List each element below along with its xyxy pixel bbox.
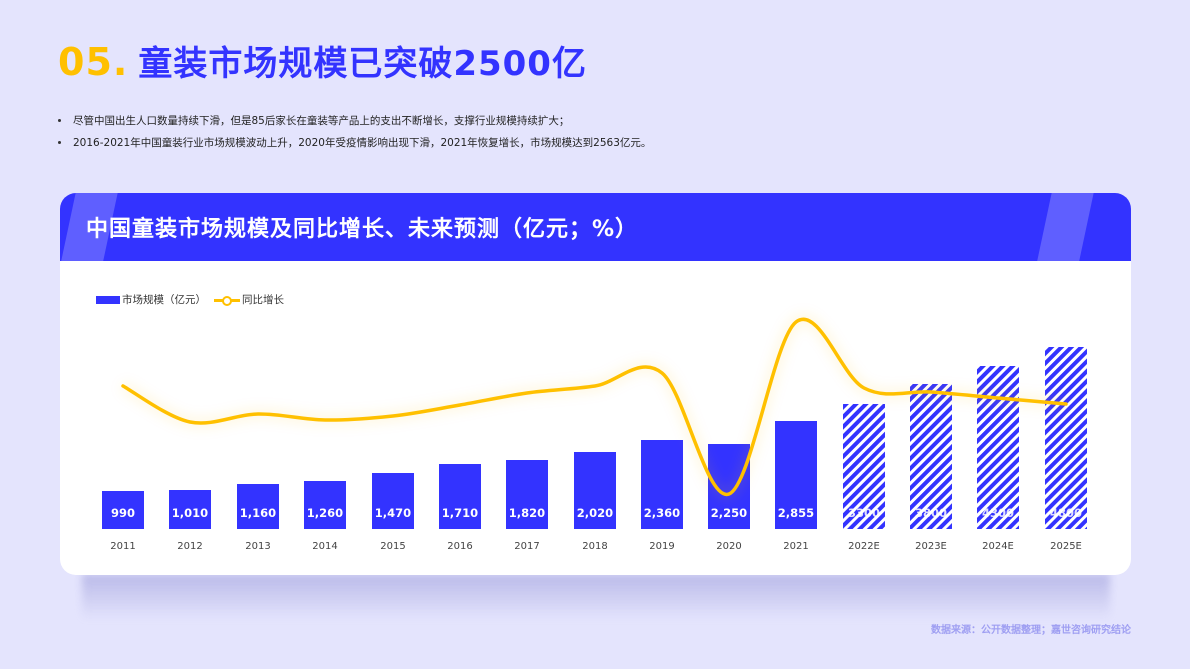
legend-bar-label: 市场规模（亿元） bbox=[122, 294, 206, 306]
chart-legend: 市场规模（亿元） 同比增长 bbox=[96, 292, 284, 307]
x-axis-tick-labels: 2011 2012 2013 2014 2015 2016 2017 2018 2019 2020… bbox=[110, 541, 1082, 552]
bar-value-label: 2,020 bbox=[577, 506, 613, 520]
bullet-item: 2016-2021年中国童装行业市场规模波动上升，2020年受疫情影响出现下滑，… bbox=[58, 131, 651, 153]
bar bbox=[237, 484, 279, 529]
bullet-item: 尽管中国出生人口数量持续下滑，但是85后家长在童装等产品上的支出不断增长，支撑行… bbox=[58, 109, 651, 131]
x-tick-label: 2012 bbox=[177, 541, 202, 552]
x-tick-label: 2016 bbox=[447, 541, 472, 552]
x-tick-label: 2025E bbox=[1050, 541, 1082, 552]
forecast-bar bbox=[910, 384, 952, 529]
bar bbox=[372, 473, 414, 529]
legend-bar-swatch-icon bbox=[96, 295, 120, 304]
bar-value-label: 1,160 bbox=[240, 506, 276, 520]
bar-value-label: 1,010 bbox=[172, 506, 208, 520]
bar-value-label: 2,250 bbox=[711, 506, 747, 520]
legend-line-label: 同比增长 bbox=[242, 294, 284, 306]
growth-line bbox=[121, 317, 1068, 496]
x-tick-label: 2015 bbox=[380, 541, 405, 552]
data-source-note: 数据来源：公开数据整理；嘉世咨询研究结论 bbox=[931, 625, 1131, 636]
bar-value-label: 1,820 bbox=[509, 506, 545, 520]
chart-title: 中国童装市场规模及同比增长、未来预测（亿元；%） bbox=[86, 217, 639, 242]
x-tick-label: 2014 bbox=[312, 541, 337, 552]
x-tick-label: 2019 bbox=[649, 541, 674, 552]
x-tick-label: 2013 bbox=[245, 541, 270, 552]
bar bbox=[102, 491, 144, 529]
x-tick-label: 2011 bbox=[110, 541, 135, 552]
bar bbox=[169, 490, 211, 529]
card-header: 中国童装市场规模及同比增长、未来预测（亿元；%） bbox=[60, 193, 1131, 261]
forecast-bar bbox=[1045, 347, 1087, 529]
bar bbox=[641, 440, 683, 529]
bar bbox=[439, 464, 481, 529]
bar-value-label: 1,470 bbox=[375, 506, 411, 520]
bar-value-label: 2,855 bbox=[778, 506, 814, 520]
x-tick-label: 2024E bbox=[982, 541, 1014, 552]
bar-value-label: 3300 bbox=[848, 506, 880, 520]
bar bbox=[574, 452, 616, 529]
bar-value-label: 4800 bbox=[1050, 506, 1082, 520]
bullet-text: 2016-2021年中国童装行业市场规模波动上升，2020年受疫情影响出现下滑，… bbox=[73, 136, 652, 149]
page-title: 05. 童装市场规模已突破2500亿 bbox=[58, 36, 587, 85]
x-tick-label: 2022E bbox=[848, 541, 880, 552]
bar bbox=[506, 460, 548, 529]
value-labels: 990 1,010 1,160 1,260 1,470 1,710 1,820 2,020 2,… bbox=[111, 506, 1082, 520]
bullet-list: 尽管中国出生人口数量持续下滑，但是85后家长在童装等产品上的支出不断增长，支撑行… bbox=[58, 109, 651, 153]
bar-series bbox=[102, 347, 1087, 529]
bar bbox=[775, 421, 817, 529]
bar bbox=[304, 481, 346, 529]
card-shadow bbox=[82, 574, 1110, 620]
growth-line-series bbox=[120, 314, 1068, 500]
x-tick-label: 2020 bbox=[716, 541, 741, 552]
bar-value-label: 1,260 bbox=[307, 506, 343, 520]
x-tick-label: 2021 bbox=[783, 541, 808, 552]
section-number: 05. bbox=[58, 40, 129, 84]
bar-value-label: 4300 bbox=[982, 506, 1014, 520]
forecast-bar bbox=[977, 366, 1019, 529]
forecast-bar bbox=[843, 404, 885, 529]
bar-value-label: 3800 bbox=[915, 506, 947, 520]
bar-value-label: 990 bbox=[111, 506, 135, 520]
bullet-dot-icon bbox=[58, 118, 61, 122]
bullet-dot-icon bbox=[58, 140, 61, 144]
x-tick-label: 2017 bbox=[514, 541, 539, 552]
x-tick-label: 2023E bbox=[915, 541, 947, 552]
legend-line-swatch-icon bbox=[214, 295, 240, 306]
bar-value-label: 2,360 bbox=[644, 506, 680, 520]
title-text: 童装市场规模已突破2500亿 bbox=[138, 44, 587, 84]
bullet-text: 尽管中国出生人口数量持续下滑，但是85后家长在童装等产品上的支出不断增长，支撑行… bbox=[73, 114, 570, 127]
bar-value-label: 1,710 bbox=[442, 506, 478, 520]
x-tick-label: 2018 bbox=[582, 541, 607, 552]
